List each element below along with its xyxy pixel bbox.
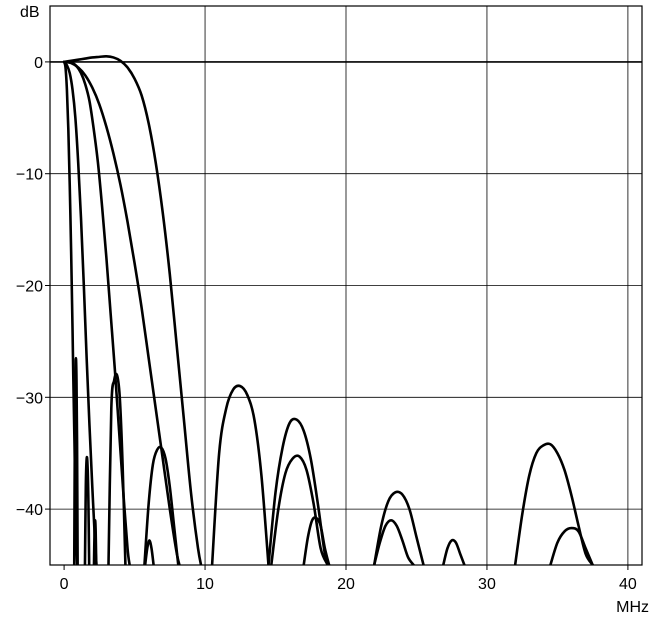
y-tick-label: 0 [34, 55, 43, 72]
series-line-19 [515, 444, 593, 565]
y-tick-label: −30 [16, 390, 43, 407]
series-line-12 [212, 386, 268, 565]
y-tick-label: −40 [16, 502, 43, 519]
series-line-20 [550, 528, 592, 565]
x-tick-label: 30 [478, 576, 496, 593]
series-line-3 [85, 457, 89, 565]
series-line-18 [443, 540, 464, 565]
y-tick-label: −10 [16, 167, 43, 184]
x-axis-unit-label: MHz [616, 599, 649, 616]
y-tick-label: −20 [16, 279, 43, 296]
x-tick-label: 40 [619, 576, 637, 593]
grid-layer [45, 6, 642, 570]
y-axis-unit-label: dB [20, 4, 40, 21]
x-tick-label: 10 [196, 576, 214, 593]
series-layer [64, 56, 593, 570]
x-tick-label: 20 [337, 576, 355, 593]
x-tick-label: 0 [60, 576, 69, 593]
series-line-9 [144, 447, 178, 565]
